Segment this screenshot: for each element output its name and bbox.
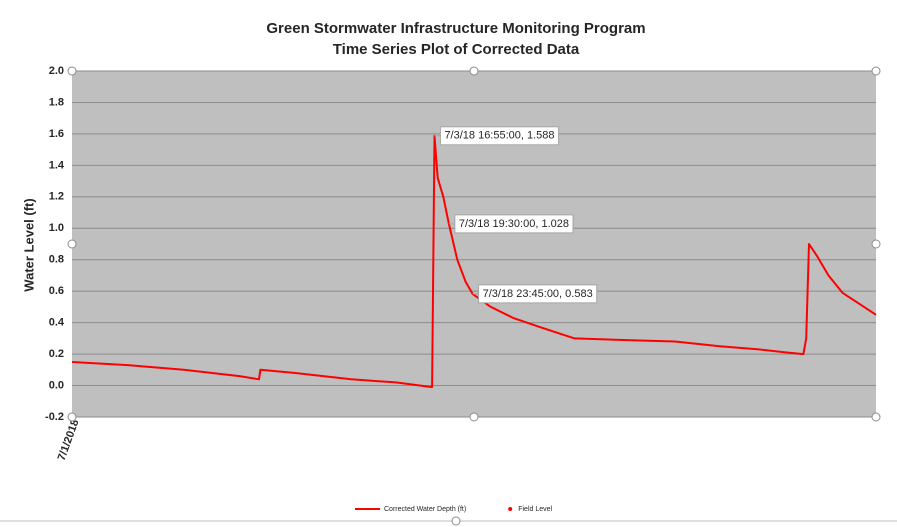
data-label: 7/3/18 19:30:00, 1.028 bbox=[459, 218, 569, 230]
handle bbox=[67, 239, 77, 249]
y-tick-label: 0.0 bbox=[49, 379, 64, 391]
y-tick-label: 0.8 bbox=[49, 254, 64, 266]
handle bbox=[871, 239, 881, 249]
handle bbox=[67, 66, 77, 76]
y-tick-label: 1.4 bbox=[49, 159, 65, 171]
y-tick-label: 1.2 bbox=[49, 191, 64, 203]
handle bbox=[67, 412, 77, 422]
legend-marker bbox=[508, 507, 513, 511]
handle bbox=[871, 412, 881, 422]
y-tick-label: 0.2 bbox=[49, 348, 64, 360]
legend-label: Corrected Water Depth (ft) bbox=[384, 506, 466, 513]
data-label: 7/3/18 23:45:00, 0.583 bbox=[483, 288, 593, 300]
y-tick-label: 2.0 bbox=[49, 65, 64, 77]
y-tick-label: 1.6 bbox=[49, 128, 64, 140]
selection-handles bbox=[67, 66, 881, 422]
y-axis-label: Water Level (ft) bbox=[21, 198, 36, 291]
y-tick-label: 0.4 bbox=[49, 317, 65, 329]
y-tick-label: -0.2 bbox=[45, 411, 64, 423]
chart-subtitle: Time Series Plot of Corrected Data bbox=[333, 41, 580, 58]
handle bbox=[451, 516, 461, 526]
handle bbox=[871, 66, 881, 76]
data-label: 7/3/18 16:55:00, 1.588 bbox=[444, 130, 554, 142]
y-tick-label: 0.6 bbox=[49, 285, 64, 297]
handle bbox=[469, 412, 479, 422]
handle bbox=[469, 66, 479, 76]
y-tick-label: 1.0 bbox=[49, 222, 64, 234]
marks: -0.2 0.0 0.2 0.4 0.6 0.8 1.0 1.2 1.4 1.6 1.8 2.0 7/1… bbox=[45, 65, 877, 513]
y-tick-label: 1.8 bbox=[49, 96, 64, 108]
plot-area bbox=[72, 71, 876, 417]
legend-label: Field Level bbox=[518, 506, 552, 513]
x-tick-label: 7/1/2018 bbox=[56, 418, 82, 462]
chart-title: Green Stormwater Infrastructure Monitori… bbox=[266, 20, 645, 37]
